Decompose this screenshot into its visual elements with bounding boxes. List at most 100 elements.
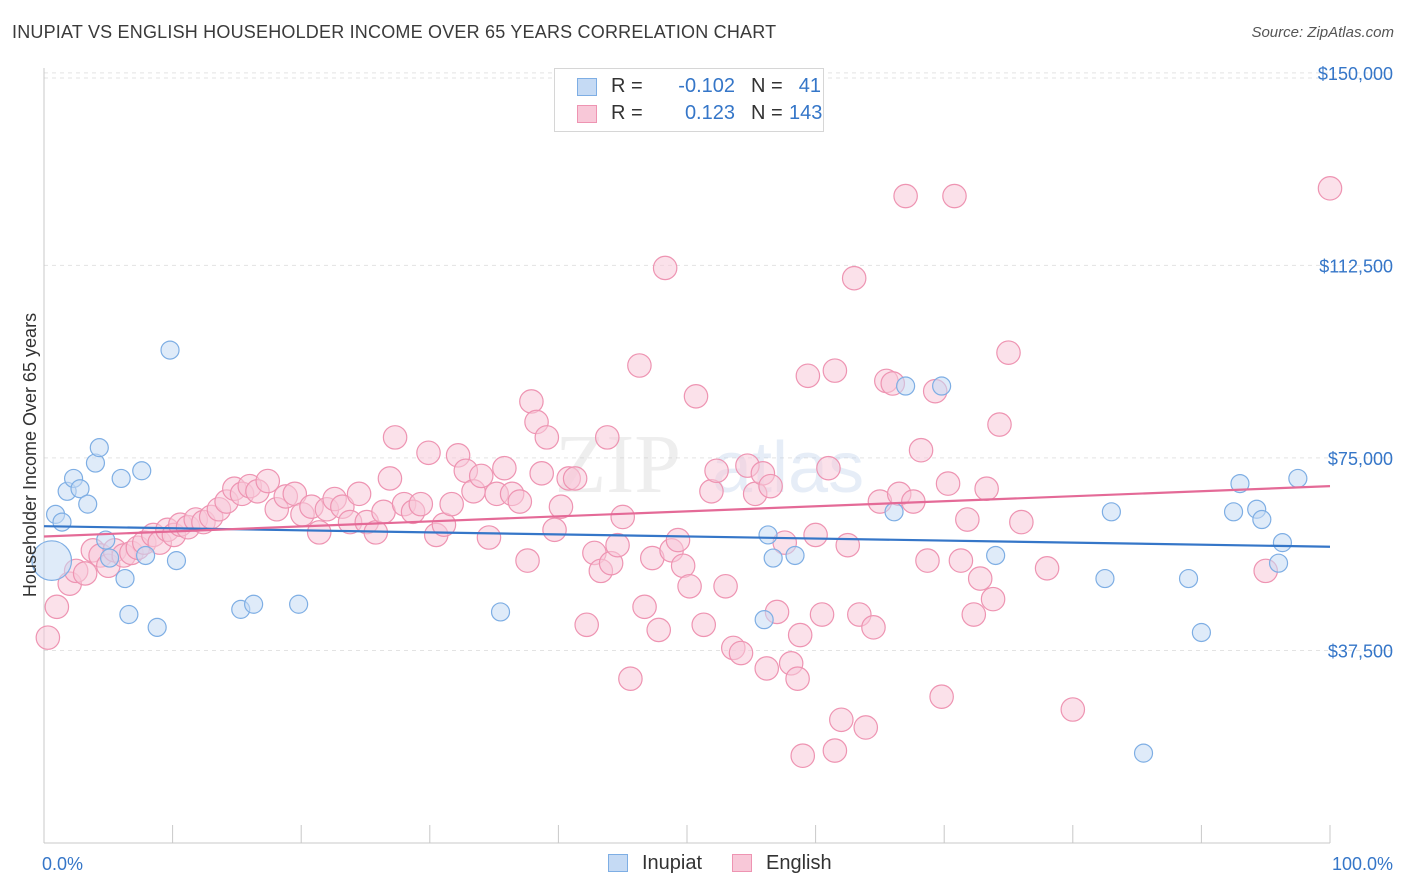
- legend-label: Inupiat: [642, 852, 703, 874]
- english-point: [439, 491, 464, 517]
- english-point: [492, 455, 517, 481]
- english-point: [255, 468, 281, 494]
- inupiat-point: [119, 604, 139, 625]
- english-point: [980, 586, 1006, 612]
- english-point: [72, 561, 98, 586]
- english-point: [416, 440, 441, 466]
- inupiat-point: [111, 468, 131, 489]
- english-point: [594, 425, 620, 450]
- x-tick-label-end: 100.0%: [1332, 854, 1393, 874]
- english-point: [574, 612, 599, 638]
- english-point: [955, 507, 980, 532]
- inupiat-point: [132, 461, 152, 481]
- inupiat-point: [1191, 622, 1212, 643]
- english-point: [677, 573, 702, 599]
- inupiat-point: [115, 568, 135, 589]
- english-point: [795, 363, 821, 389]
- english-point: [841, 265, 867, 291]
- english-point: [961, 602, 987, 627]
- inupiat-point: [289, 594, 309, 614]
- english-point: [610, 504, 635, 530]
- n-label: N =: [751, 75, 783, 97]
- inupiat-point: [1272, 533, 1293, 553]
- english-point: [974, 476, 999, 502]
- inupiat-point: [1230, 473, 1250, 494]
- trend-lines: [43, 485, 1331, 548]
- n-label: N =: [751, 102, 783, 124]
- english-point: [515, 548, 540, 573]
- inupiat-point: [1101, 502, 1121, 522]
- inupiat-point: [52, 512, 72, 532]
- inupiat-point: [490, 602, 511, 622]
- x-tick-label-start: 0.0%: [42, 854, 83, 874]
- r-value: 0.123: [684, 102, 735, 124]
- data-points: [31, 176, 1343, 769]
- english-trend-line: [43, 485, 1331, 538]
- inupiat-point: [31, 540, 73, 582]
- inupiat-point: [884, 502, 904, 522]
- y-tick-label: $37,500: [1328, 641, 1393, 661]
- english-point: [35, 625, 61, 650]
- english-point: [618, 666, 643, 691]
- english-point: [809, 602, 835, 627]
- n-value: 143: [789, 102, 823, 124]
- english-point: [632, 594, 657, 620]
- english-point: [670, 553, 696, 579]
- english-point: [627, 353, 652, 378]
- y-tick-label: $150,000: [1318, 64, 1393, 84]
- english-point: [790, 743, 816, 769]
- inupiat-point: [1268, 553, 1289, 573]
- inupiat-point: [1095, 568, 1115, 589]
- english-point: [822, 738, 848, 763]
- english-point: [652, 255, 678, 281]
- inupiat-point: [1288, 468, 1308, 489]
- english-point: [942, 183, 967, 209]
- axes: [43, 68, 1331, 844]
- inupiat-point: [166, 551, 187, 571]
- english-point: [542, 517, 567, 543]
- english-point: [468, 463, 494, 489]
- english-point: [728, 640, 754, 666]
- watermark-atlas: atlas: [712, 428, 864, 508]
- english-point: [562, 466, 588, 491]
- inupiat-point: [754, 610, 774, 630]
- inupiat-point: [758, 525, 778, 545]
- inupiat-point: [70, 479, 90, 499]
- english-point: [713, 573, 738, 599]
- y-tick-label: $75,000: [1328, 449, 1393, 469]
- english-point: [346, 481, 372, 507]
- english-point: [507, 489, 533, 514]
- english-point: [816, 455, 841, 481]
- english-point: [691, 612, 717, 638]
- english-point: [646, 617, 672, 643]
- english-point: [948, 548, 974, 573]
- inupiat-point: [1223, 502, 1244, 522]
- inupiat-point: [1178, 568, 1199, 589]
- gridlines: [44, 72, 1394, 651]
- inupiat-point: [244, 594, 264, 614]
- english-point: [967, 566, 993, 591]
- source-label: Source: ZipAtlas.com: [1251, 24, 1394, 41]
- english-point: [382, 425, 408, 450]
- inupiat-trend-line: [43, 525, 1331, 548]
- english-point: [915, 548, 940, 573]
- r-value: -0.102: [678, 75, 735, 97]
- english-point: [935, 471, 961, 496]
- english-point: [665, 527, 691, 553]
- english-point: [803, 522, 828, 548]
- inupiat-point: [160, 340, 180, 360]
- english-point: [476, 525, 502, 550]
- english-point: [519, 389, 544, 414]
- english-point: [699, 478, 724, 504]
- legend-label: English: [766, 852, 832, 874]
- english-point: [1060, 697, 1086, 722]
- english-point: [758, 473, 783, 499]
- inupiat-point: [78, 494, 98, 514]
- english-point: [1317, 176, 1343, 201]
- english-point: [908, 437, 934, 463]
- english-point: [371, 499, 396, 525]
- english-point: [408, 491, 434, 517]
- inupiat-point: [1252, 509, 1272, 530]
- english-point: [1034, 556, 1060, 581]
